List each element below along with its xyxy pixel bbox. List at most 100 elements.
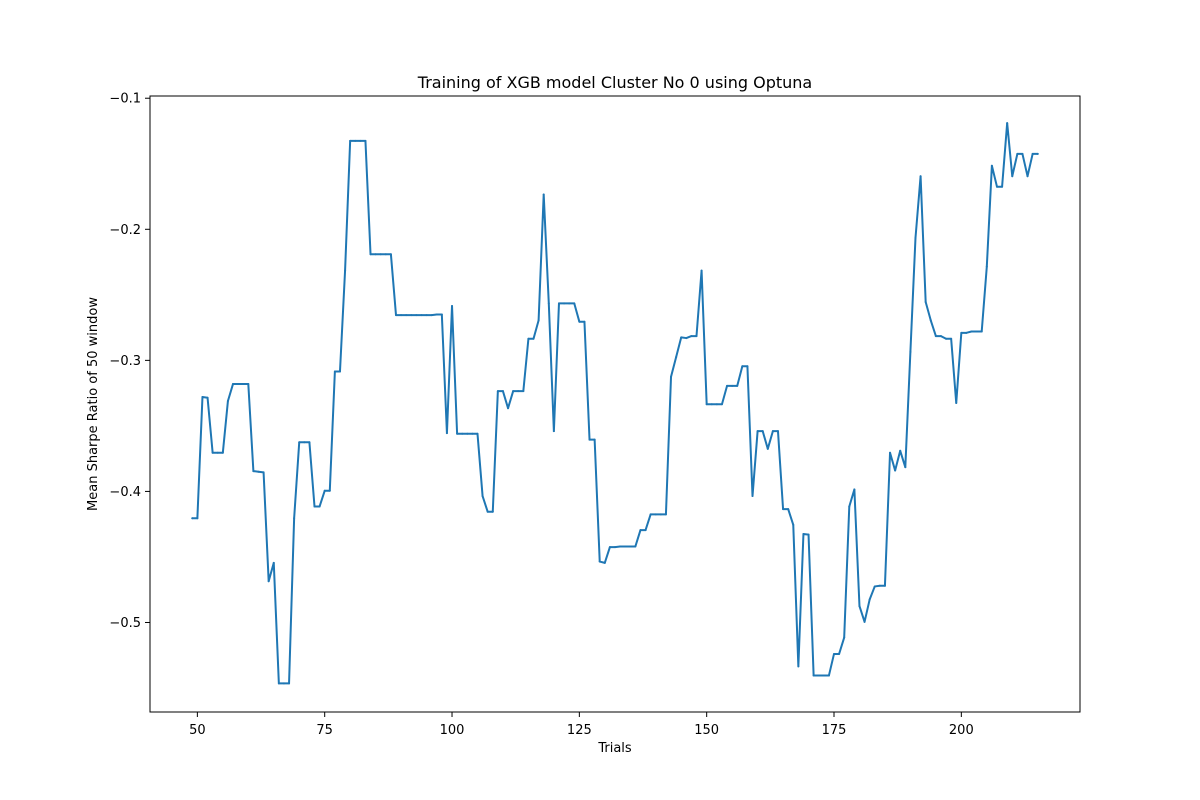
- data-point: [776, 430, 779, 433]
- data-point: [766, 447, 769, 450]
- data-point: [797, 665, 800, 668]
- x-tick-label: 200: [949, 723, 974, 738]
- data-point: [634, 545, 637, 548]
- data-point: [705, 403, 708, 406]
- data-point: [588, 438, 591, 441]
- data-point: [883, 584, 886, 587]
- data-point: [929, 319, 932, 322]
- plot-frame: [149, 95, 1081, 713]
- data-point: [364, 139, 367, 142]
- data-point: [802, 533, 805, 536]
- data-point: [496, 390, 499, 393]
- data-point: [649, 513, 652, 516]
- data-point: [919, 175, 922, 178]
- data-point: [787, 508, 790, 511]
- data-point: [975, 330, 978, 333]
- data-point: [654, 513, 657, 516]
- data-point: [715, 403, 718, 406]
- x-axis-label: Trials: [597, 741, 632, 756]
- data-point: [191, 517, 194, 520]
- data-points: [191, 122, 1039, 685]
- data-point: [338, 370, 341, 373]
- data-point: [899, 449, 902, 452]
- data-point: [532, 337, 535, 340]
- data-point: [216, 451, 219, 454]
- data-point: [578, 320, 581, 323]
- data-point: [741, 365, 744, 368]
- data-point: [939, 335, 942, 338]
- data-point: [501, 390, 504, 393]
- data-point: [603, 561, 606, 564]
- data-point: [557, 302, 560, 305]
- data-point: [751, 495, 754, 498]
- data-point: [323, 489, 326, 492]
- data-point: [807, 533, 810, 536]
- data-point: [726, 384, 729, 387]
- data-point: [430, 314, 433, 317]
- data-point: [629, 545, 632, 548]
- data-point: [1001, 185, 1004, 188]
- data-point: [400, 314, 403, 317]
- data-point: [720, 403, 723, 406]
- data-point: [1006, 122, 1009, 125]
- chart-title: Training of XGB model Cluster No 0 using…: [417, 73, 812, 92]
- data-point: [333, 370, 336, 373]
- data-point: [853, 488, 856, 491]
- data-point: [608, 546, 611, 549]
- data-point: [568, 302, 571, 305]
- data-point: [771, 430, 774, 433]
- x-axis-ticks: 50 75 100 125 150 175 200: [189, 712, 974, 738]
- data-point: [573, 302, 576, 305]
- data-point: [945, 337, 948, 340]
- x-tick-label: 175: [822, 723, 847, 738]
- data-point: [1016, 152, 1019, 155]
- data-point: [680, 336, 683, 339]
- data-point: [405, 314, 408, 317]
- data-point: [293, 517, 296, 520]
- data-point: [995, 185, 998, 188]
- data-point: [415, 314, 418, 317]
- data-point: [1021, 152, 1024, 155]
- data-point: [934, 335, 937, 338]
- data-point: [369, 253, 372, 256]
- data-point: [547, 302, 550, 305]
- data-point: [308, 441, 311, 444]
- data-point: [456, 432, 459, 435]
- data-point: [619, 545, 622, 548]
- data-point: [822, 674, 825, 677]
- data-point: [624, 545, 627, 548]
- data-point: [700, 269, 703, 272]
- data-point: [512, 390, 515, 393]
- data-point: [990, 164, 993, 167]
- data-point: [328, 489, 331, 492]
- data-point: [904, 466, 907, 469]
- data-point: [664, 513, 667, 516]
- data-point: [1031, 152, 1034, 155]
- data-point: [257, 470, 260, 473]
- data-point: [863, 620, 866, 623]
- data-point: [226, 399, 229, 402]
- data-point: [389, 253, 392, 256]
- x-tick-label: 125: [567, 723, 592, 738]
- data-point: [685, 337, 688, 340]
- data-point: [451, 304, 454, 307]
- data-point: [980, 330, 983, 333]
- data-point: [695, 335, 698, 338]
- data-point: [237, 382, 240, 385]
- data-point: [313, 505, 316, 508]
- data-point: [960, 331, 963, 334]
- data-point: [486, 510, 489, 513]
- data-point: [644, 529, 647, 532]
- data-point: [552, 430, 555, 433]
- data-point: [221, 451, 224, 454]
- data-point: [232, 382, 235, 385]
- data-point: [420, 314, 423, 317]
- data-point: [466, 432, 469, 435]
- data-point: [471, 432, 474, 435]
- data-point: [242, 382, 245, 385]
- data-point: [282, 682, 285, 685]
- y-tick-label: −0.1: [109, 92, 141, 107]
- data-point: [868, 598, 871, 601]
- data-point: [507, 407, 510, 410]
